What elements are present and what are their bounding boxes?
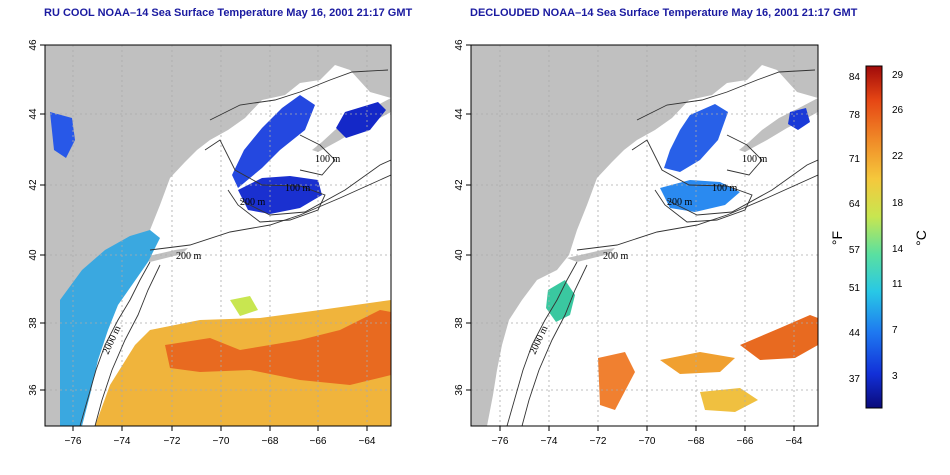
right-map-label-100m-b: 100 m: [712, 183, 738, 194]
left-map-warm-core: [165, 310, 391, 385]
colorbar-c-tick-11: 11: [892, 279, 903, 290]
colorbar-celsius-label: °C: [913, 230, 929, 246]
left-map: 100 m 100 m 200 m 200 m 2000 m −76 −74 −…: [28, 39, 392, 447]
left-x-tick-68: −68: [262, 436, 279, 447]
right-y-tick-46: 46: [454, 39, 465, 51]
left-map-label-100m-b: 100 m: [285, 183, 311, 194]
right-x-tick-70: −70: [639, 436, 656, 447]
left-map-shelf-water: [60, 230, 160, 426]
right-y-tick-44: 44: [454, 108, 465, 120]
colorbar-c-tick-14: 14: [892, 244, 904, 255]
left-map-frame: [44, 44, 392, 427]
left-y-tick-36: 36: [28, 384, 39, 396]
colorbar-fahrenheit-label: °F: [829, 231, 845, 245]
colorbar-f-tick-84: 84: [849, 72, 861, 83]
right-y-tick-38: 38: [454, 317, 465, 329]
left-map-cold-water-gulf: [232, 95, 315, 188]
colorbar: 84 78 71 64 57 51 44 37 29 26 22 18 14 1…: [829, 65, 929, 409]
left-y-tick-44: 44: [28, 108, 39, 120]
right-x-tick-72: −72: [590, 436, 607, 447]
left-y-tick-40: 40: [28, 249, 39, 261]
left-map-graticule: [45, 45, 391, 426]
colorbar-f-tick-57: 57: [849, 245, 861, 256]
colorbar-gradient: [865, 65, 883, 409]
right-y-tick-42: 42: [454, 179, 465, 191]
right-y-tick-40: 40: [454, 249, 465, 261]
left-y-tick-46: 46: [28, 39, 39, 51]
colorbar-c-tick-29: 29: [892, 70, 904, 81]
right-map-frame: [470, 44, 819, 427]
right-y-tick-36: 36: [454, 384, 465, 396]
colorbar-f-tick-51: 51: [849, 283, 861, 294]
left-y-tick-38: 38: [28, 317, 39, 329]
colorbar-c-tick-26: 26: [892, 105, 904, 116]
right-map-label-200m-b: 200 m: [667, 197, 693, 208]
right-map-cold-water-gulf: [664, 104, 728, 172]
colorbar-f-tick-71: 71: [849, 154, 861, 165]
left-map-label-100m-a: 100 m: [315, 154, 341, 165]
left-map-label-200m-b: 200 m: [240, 197, 266, 208]
left-map-long-island: [140, 248, 188, 262]
right-map: 100 m 100 m 200 m 200 m 2000 m −76 −74 −…: [454, 39, 819, 447]
colorbar-c-tick-22: 22: [892, 151, 904, 162]
right-map-label-100m-a: 100 m: [742, 154, 768, 165]
right-map-warm-patch-sw: [598, 352, 635, 410]
right-map-land: [471, 45, 818, 426]
colorbar-f-tick-44: 44: [849, 328, 861, 339]
right-map-shelf-patch: [546, 280, 575, 322]
right-x-tick-64: −64: [786, 436, 803, 447]
right-map-cold-water-scotian: [788, 108, 810, 130]
right-x-tick-76: −76: [492, 436, 509, 447]
colorbar-f-tick-37: 37: [849, 374, 861, 385]
colorbar-c-tick-7: 7: [892, 325, 898, 336]
left-map-cold-water-bank: [238, 176, 322, 214]
right-map-warm-patch-se: [700, 388, 758, 412]
left-map-warm-patch: [230, 296, 258, 316]
right-map-warm-patch-east: [740, 315, 818, 360]
colorbar-f-tick-78: 78: [849, 110, 861, 121]
left-x-tick-66: −66: [310, 436, 327, 447]
right-map-warm-patch-south: [660, 352, 735, 374]
left-y-tick-42: 42: [28, 179, 39, 191]
left-x-tick-70: −70: [213, 436, 230, 447]
left-x-tick-76: −76: [65, 436, 82, 447]
right-x-tick-68: −68: [688, 436, 705, 447]
left-map-cold-water-nw: [50, 112, 75, 158]
colorbar-f-tick-64: 64: [849, 199, 861, 210]
colorbar-c-tick-18: 18: [892, 198, 904, 209]
right-map-title: DECLOUDED NOAA–14 Sea Surface Temperatur…: [470, 7, 858, 19]
left-x-tick-74: −74: [114, 436, 131, 447]
colorbar-c-tick-3: 3: [892, 371, 898, 382]
left-map-label-200m-a: 200 m: [176, 251, 202, 262]
right-x-tick-66: −66: [737, 436, 754, 447]
left-x-tick-72: −72: [164, 436, 181, 447]
right-map-label-200m-a: 200 m: [603, 251, 629, 262]
right-x-tick-74: −74: [541, 436, 558, 447]
left-map-title: RU COOL NOAA–14 Sea Surface Temperature …: [44, 7, 413, 19]
right-map-isobaths: [506, 69, 818, 426]
right-map-cold-water-bank: [660, 180, 740, 212]
left-x-tick-64: −64: [359, 436, 376, 447]
left-map-isobaths: [79, 69, 391, 426]
left-map-land: [45, 45, 391, 426]
left-map-cold-water-scotian: [336, 102, 386, 138]
